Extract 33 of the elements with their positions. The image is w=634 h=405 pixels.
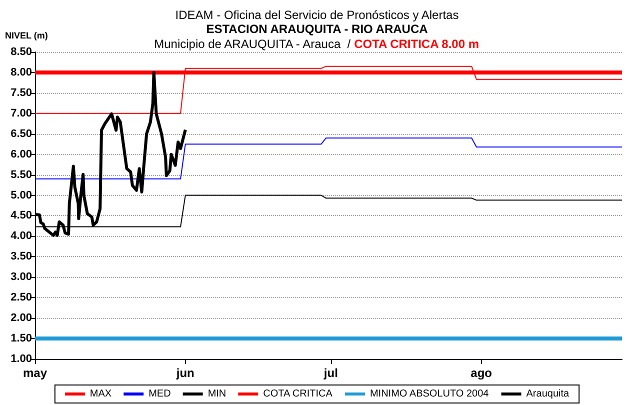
text: Municipio de ARAUQUITA - Arauca / <box>154 37 352 51</box>
y-tick-label: 7.50 <box>10 86 32 99</box>
y-tick-label: 2.00 <box>10 312 32 324</box>
y-tick-label: 3.50 <box>10 250 32 263</box>
x-tick-label: ago <box>470 366 492 380</box>
y-tick-label: 5.50 <box>10 168 32 181</box>
x-tick-label: may <box>22 366 48 380</box>
legend-label: COTA CRITICA <box>263 388 333 400</box>
line-series <box>34 66 622 114</box>
y-tick-label: 7.00 <box>10 107 32 120</box>
y-tick-label: 1.50 <box>10 332 32 345</box>
legend-label: Arauquita <box>526 388 570 400</box>
legend-label: MINIMO ABSOLUTO 2004 <box>370 388 490 400</box>
chart-title: IDEAM - Oficina del Servicio de Pronósticos y Alertas <box>175 8 459 22</box>
y-tick-label: 8.50 <box>10 46 32 58</box>
y-tick-label: 3.00 <box>10 271 32 284</box>
y-tick-label: 4.50 <box>10 210 32 222</box>
legend-label: MED <box>148 388 171 400</box>
line-series <box>34 137 622 180</box>
y-axis-title: NIVEL (m) <box>5 30 48 40</box>
y-tick-label: 2.50 <box>10 292 32 304</box>
y-tick-label: 8.00 <box>10 66 32 78</box>
y-tick-label: 5.00 <box>10 189 32 202</box>
y-tick-label: 1.00 <box>10 353 32 365</box>
y-tick-label: 4.00 <box>10 230 32 242</box>
legend-label: MAX <box>90 388 112 400</box>
x-tick-label: jul <box>322 366 338 380</box>
y-tick-label: 6.00 <box>10 148 32 160</box>
text: COTA CRITICA 8.00 m <box>354 37 480 51</box>
chart-subtitle: ESTACION ARAUQUITA - RIO ARAUCA <box>206 22 428 36</box>
legend-label: MIN <box>208 388 226 400</box>
y-tick-label: 6.50 <box>10 128 32 140</box>
x-tick-label: jun <box>175 366 194 380</box>
